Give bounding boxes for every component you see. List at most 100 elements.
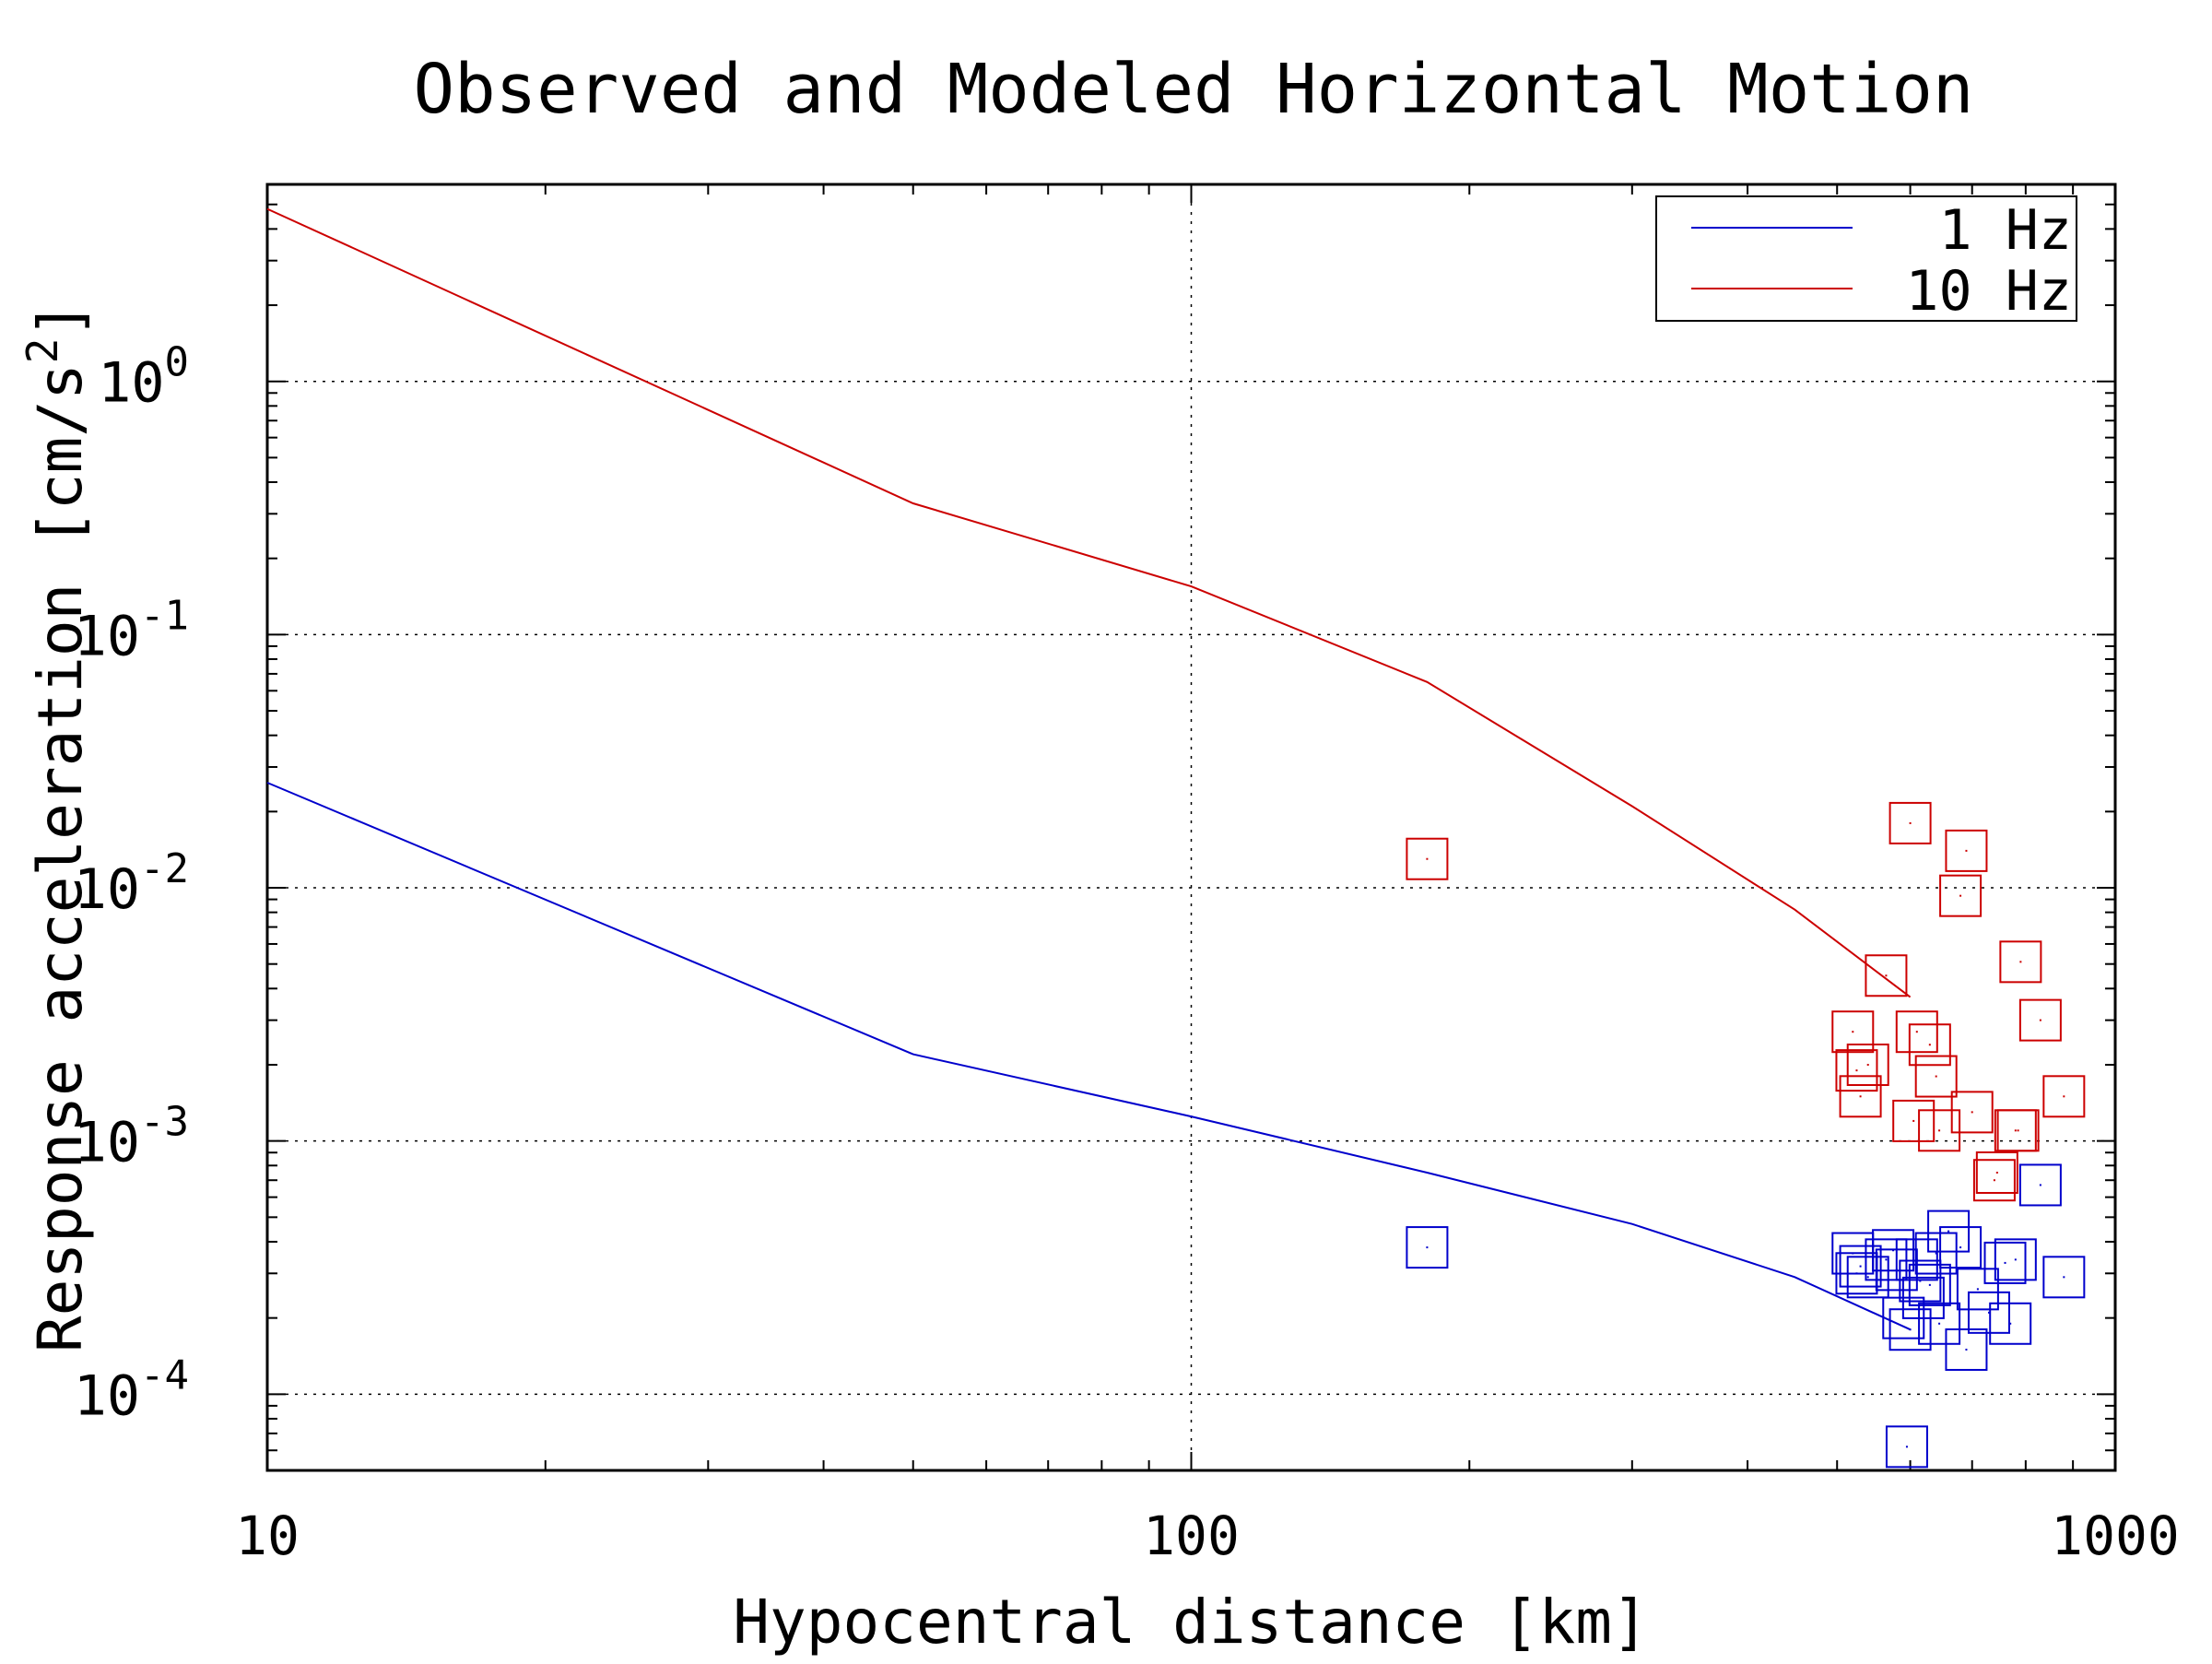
y-tick-label-base: 10 [74,1111,140,1175]
observed-point-center [2039,1019,2041,1021]
observed-point-center [2014,1129,2017,1132]
y-tick-label-exponent: -2 [140,845,189,892]
observed-point [1885,1425,1928,1469]
observed-point [1839,1245,1882,1288]
legend-label-10hz: 10 Hz [1905,259,2072,324]
series-1hz [266,782,2086,1469]
observed-point [1994,1238,2037,1281]
observed-point-center [1905,1446,1908,1448]
legend: 1 Hz 10 Hz [1655,195,2077,324]
observed-point [1831,1010,1875,1054]
legend-label-1hz: 1 Hz [1939,198,2073,263]
observed-point [1908,1023,1951,1067]
observed-point [1918,1109,1961,1152]
observed-point-center [1909,821,1912,824]
observed-point-center [1947,1230,1950,1233]
observed-point [1927,1210,1971,1253]
observed-point-center [1915,1258,1918,1261]
observed-point [1865,954,1908,997]
observed-point-center [2063,1095,2065,1098]
observed-point-center [1909,1328,1912,1331]
x-tick-labels: 10 100 1000 [235,1505,2180,1567]
observed-point [2018,1163,2062,1207]
observed-point-center [1922,1296,1924,1299]
observed-point [1895,1238,1938,1281]
observed-point-center [2017,1129,2019,1132]
observed-point-center [1859,1095,1862,1098]
y-tick-label-exponent: 0 [165,339,190,386]
axis-ticks [266,183,2115,1471]
observed-point-center [1852,1031,1854,1033]
observed-point [1895,1010,1938,1054]
series-layer [266,207,2086,1469]
observed-point [1846,1256,1889,1299]
observed-point [1939,874,1983,917]
y-tick-label-exponent: -3 [140,1099,189,1146]
observed-point-center [1915,1031,1918,1033]
observed-point [1892,1099,1936,1142]
model-line [266,782,1912,1331]
observed-point [1899,1259,1942,1303]
observed-point [1406,837,1449,880]
observed-point-center [1965,849,1968,852]
observed-point-center [2039,1184,2041,1186]
observed-point-center [1959,1246,1962,1249]
series-10hz [266,207,2086,1202]
observed-point-center [1935,1252,1937,1255]
observed-point [1901,1276,1945,1319]
y-tick-label: 10-3 [74,1099,189,1175]
observed-point-center [1971,1111,1973,1114]
observed-point-center [1866,1276,1869,1279]
observed-point-center [1855,1069,1858,1072]
legend-box [1655,195,2077,322]
grid [267,184,2115,1470]
observed-point [1406,1226,1449,1269]
x-tick-label: 1000 [2051,1505,2180,1567]
observed-point-center [1928,1283,1931,1286]
observed-point-center [2009,1322,2012,1325]
y-tick-label: 10-1 [74,592,189,668]
observed-point-center [1987,1311,1990,1314]
observed-point-center [1885,1258,1888,1261]
observed-point [1989,1302,2032,1345]
observed-point [1972,1159,2016,1202]
y-tick-label-base: 10 [74,1363,140,1428]
x-tick-label: 100 [1143,1505,1240,1567]
observed-point [1996,1109,2040,1152]
observed-point-center [1919,1280,1922,1282]
observed-point-center [1426,857,1429,860]
observed-point-center [1885,974,1888,977]
y-tick-label-base: 10 [74,857,140,922]
observed-point-center [1912,1119,1915,1122]
observed-point [1865,1238,1908,1281]
observed-point [1999,940,2042,984]
observed-point-center [1965,1348,1968,1351]
observed-point [1945,829,1988,872]
observed-point [1918,1302,1961,1345]
observed-point [1908,1263,1951,1306]
observed-point-center [2019,961,2022,963]
observed-point-center [1855,1272,1858,1275]
observed-point [1839,1075,1882,1118]
observed-point [1945,1328,1988,1371]
y-tick-label: 100 [98,339,189,416]
y-tick-label: 10-4 [74,1351,189,1428]
observed-point [1888,801,1932,844]
observed-point [1975,1151,2018,1194]
observed-point-center [2014,1258,2017,1261]
observed-point [1939,1226,1983,1269]
observed-point-center [2063,1276,2065,1279]
observed-point-center [1938,1322,1941,1325]
model-line [266,207,1912,998]
y-tick-label-exponent: -1 [140,592,189,639]
x-tick-label: 10 [235,1505,300,1567]
observed-point [1914,1232,1958,1275]
y-axis-label-close: ] [25,301,96,338]
observed-point-center [1859,1265,1862,1268]
observed-point-center [1938,1129,1941,1132]
observed-point [2042,1075,2086,1118]
chart-title: Observed and Modeled Horizontal Motion [414,50,1974,129]
observed-point-center [1993,1179,1995,1182]
y-tick-label-exponent: -4 [140,1351,189,1398]
